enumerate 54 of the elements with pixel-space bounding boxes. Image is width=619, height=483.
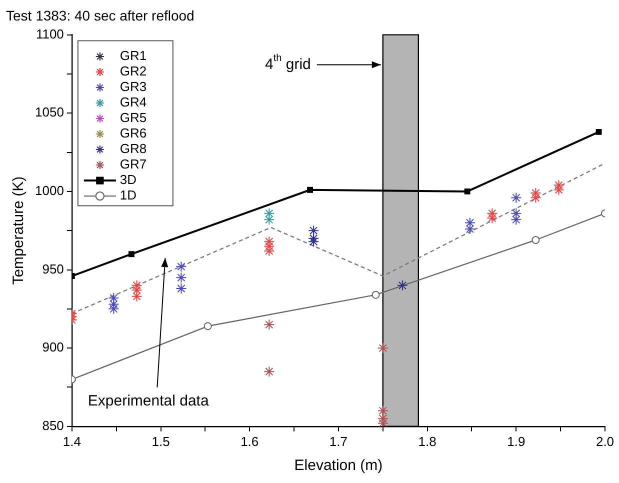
point: [131, 290, 142, 302]
x-tick-label: 1.6: [240, 434, 259, 449]
point: [396, 280, 408, 291]
legend-label: GR3: [120, 79, 147, 94]
point: [308, 236, 320, 248]
legend-label: GR5: [120, 110, 147, 126]
y-tick-label: 850: [42, 418, 64, 433]
point: [204, 322, 212, 330]
x-tick-label: 1.5: [152, 434, 170, 449]
point: [307, 186, 314, 193]
legend-label: 1D: [120, 188, 137, 203]
point: [464, 188, 470, 194]
chart-title: Test 1383: 40 sec after reflood: [6, 7, 194, 24]
point: [264, 208, 275, 219]
x-axis-title: Elevation (m): [294, 457, 383, 474]
legend-label: GR6: [120, 126, 147, 141]
legend-label: GR7: [120, 156, 147, 172]
x-tick-label: 1.7: [329, 434, 348, 449]
point: [377, 405, 388, 416]
point: [510, 214, 522, 226]
x-tick-label: 1.4: [62, 434, 81, 449]
x-tick-label: 1.9: [507, 434, 526, 449]
legend-label: GR4: [120, 94, 147, 110]
point: [264, 214, 275, 226]
point: [176, 283, 187, 294]
legend-label: GR1: [120, 48, 147, 64]
point: [510, 208, 522, 219]
legend-label: 3D: [120, 172, 137, 188]
legend-label: GR2: [120, 64, 147, 79]
y-tick-label: 1100: [36, 26, 64, 42]
y-tick-label: 1000: [35, 183, 64, 198]
point: [532, 236, 540, 244]
x-tick-label: 1.8: [418, 434, 436, 449]
point: [464, 217, 476, 228]
point: [176, 272, 187, 284]
y-axis-title: Temperature (K): [10, 176, 28, 285]
y-tick-label: 1050: [35, 104, 64, 120]
point: [308, 232, 320, 244]
point: [464, 224, 476, 235]
y-tick-label: 950: [42, 261, 64, 276]
x-tick-label: 2.0: [596, 434, 614, 449]
y-tick-label: 900: [42, 340, 64, 355]
point: [510, 192, 522, 204]
point: [176, 261, 187, 272]
point: [377, 342, 388, 354]
point: [308, 225, 320, 236]
point: [596, 128, 602, 135]
point: [108, 292, 120, 304]
point: [264, 319, 275, 330]
point: [372, 290, 380, 299]
point: [128, 251, 134, 258]
point: [264, 366, 275, 378]
annotation: Experimental data: [88, 392, 210, 410]
legend-label: GR8: [120, 141, 147, 156]
